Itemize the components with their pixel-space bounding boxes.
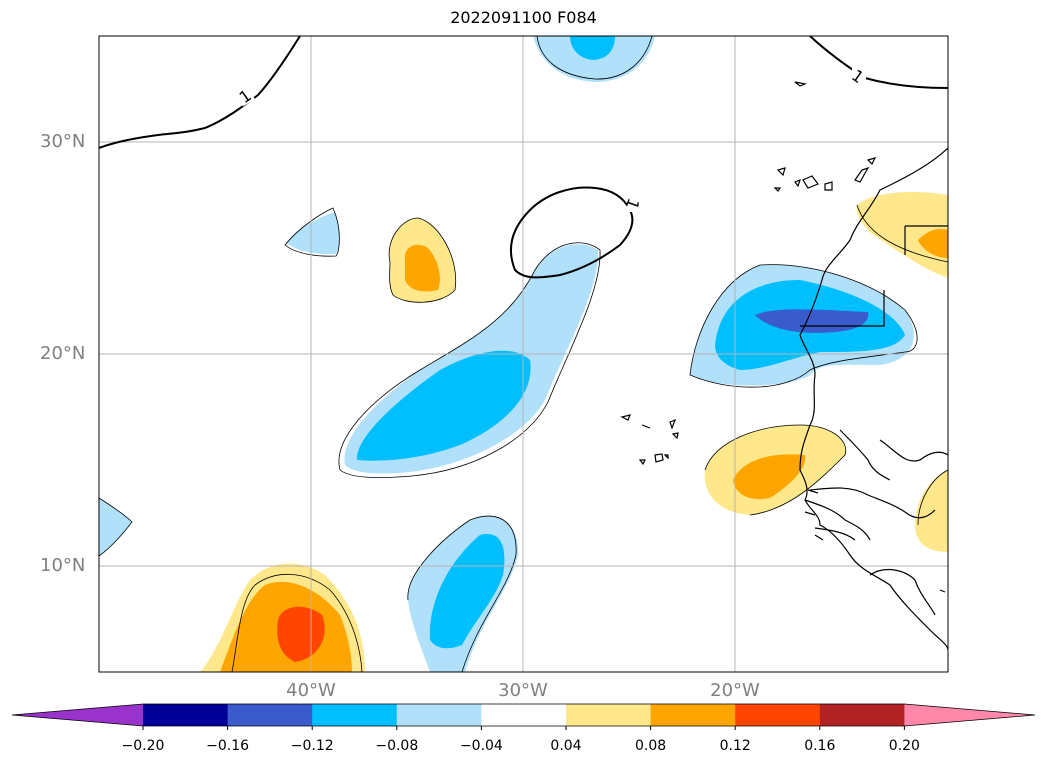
colorbar-segment	[227, 704, 313, 726]
colorbar-segment	[143, 704, 229, 726]
colorbar-tick-label: −0.20	[121, 738, 165, 754]
shaded-field	[99, 36, 948, 672]
small-negative-patch	[287, 212, 340, 255]
colorbar-tick-label: 0.12	[719, 738, 751, 754]
graticule	[99, 36, 948, 672]
negative-patch-west-edge	[99, 498, 132, 556]
lat-label: 10°N	[40, 555, 86, 576]
colorbar-tick-label: 0.20	[888, 738, 920, 754]
coastlines	[620, 81, 948, 651]
colorbar-tick-label: 0.08	[635, 738, 667, 754]
colorbar-tick-label: −0.12	[290, 738, 334, 754]
colorbar-segment	[566, 704, 652, 726]
lat-label: 20°N	[40, 343, 86, 364]
map-frame	[98, 35, 949, 673]
lon-label: 30°W	[498, 680, 548, 701]
colorbar-segment	[735, 704, 821, 726]
colorbar-tick-label: −0.08	[375, 738, 419, 754]
negative-band-contour	[338, 242, 601, 478]
colorbar-segment	[312, 704, 398, 726]
lat-label: 30°N	[40, 131, 86, 152]
colorbar-tick-label: 0.04	[550, 738, 582, 754]
colorbar	[11, 703, 1036, 730]
positive-patch-southeast	[915, 470, 948, 552]
colorbar-extend-high	[904, 704, 1035, 726]
colorbar-segment	[396, 704, 482, 726]
lon-label: 20°W	[710, 680, 760, 701]
contour-label-group: 1 1 1	[234, 66, 867, 212]
colorbar-tick-label: 0.16	[804, 738, 836, 754]
colorbar-segment	[819, 704, 905, 726]
map-title: 2022091100 F084	[450, 8, 597, 27]
colorbar-extend-low	[12, 704, 143, 726]
lon-label: 40°W	[286, 680, 336, 701]
negative-band-core	[356, 350, 531, 461]
colorbar-segment	[650, 704, 736, 726]
colorbar-tick-label: −0.16	[206, 738, 250, 754]
colorbar-tick-label: −0.04	[459, 738, 503, 754]
colorbar-segment	[481, 704, 567, 726]
